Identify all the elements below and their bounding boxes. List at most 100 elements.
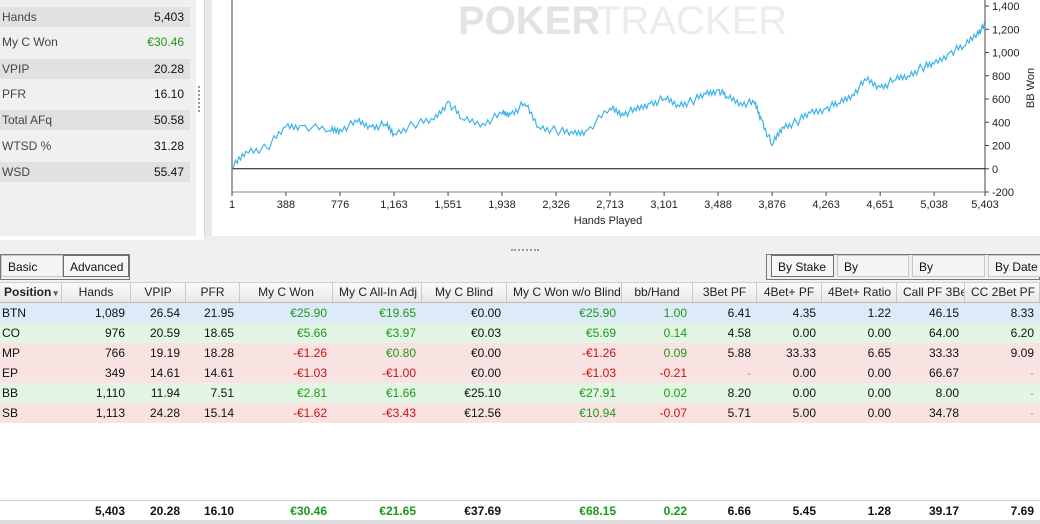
horizontal-scrollbar[interactable] bbox=[0, 520, 1040, 524]
table-cell: 1,110 bbox=[95, 386, 125, 400]
total-cell: €68.15 bbox=[579, 504, 616, 518]
tab-by-stake[interactable]: By Stake bbox=[771, 255, 834, 277]
x-tick-label: 4,263 bbox=[812, 199, 840, 211]
table-cell: 11.94 bbox=[150, 386, 180, 400]
vertical-splitter-grip[interactable] bbox=[198, 86, 204, 112]
total-cell: 1.28 bbox=[867, 504, 891, 518]
table-cell: -€3.43 bbox=[381, 406, 416, 420]
column-header-label: My C Won bbox=[258, 285, 314, 299]
x-tick-label: 3,101 bbox=[650, 199, 678, 211]
winnings-chart-svg: POKER TRACKER 1,400 1,200 1,000 800 600 400 20… bbox=[229, 0, 1037, 227]
stat-row: WTSD % 31.28 bbox=[0, 136, 190, 156]
winnings-line bbox=[231, 22, 986, 170]
table-cell: €0.80 bbox=[385, 346, 416, 360]
x-tick-label: 5,403 bbox=[971, 199, 999, 211]
table-row[interactable]: CO 976 20.59 18.65 €5.66 €3.97 €0.03 €5.69 0.14 4… bbox=[0, 323, 1040, 343]
tab-by-position[interactable]: By Position bbox=[837, 255, 909, 296]
y-tick-label: -200 bbox=[992, 187, 1014, 199]
column-header-label: Call PF 3Bet bbox=[903, 285, 965, 299]
table-cell: 0.14 bbox=[663, 326, 687, 340]
row-position-cell: EP bbox=[2, 366, 19, 380]
x-tick-label: 1 bbox=[229, 199, 235, 211]
panel-separator[interactable] bbox=[204, 0, 213, 236]
table-row[interactable]: SB 1,113 24.28 15.14 -€1.62 -€3.43 €12.56 €10.9… bbox=[0, 403, 1040, 423]
column-header-label: 4Bet+ Ratio bbox=[828, 285, 892, 299]
horizontal-splitter[interactable] bbox=[0, 240, 1040, 254]
stat-label: WTSD % bbox=[2, 139, 52, 153]
table-cell: €12.56 bbox=[464, 406, 501, 420]
table-cell: €10.94 bbox=[579, 406, 616, 420]
column-header-3bet-pf[interactable]: 3Bet PF bbox=[693, 283, 757, 302]
total-cell: €30.46 bbox=[290, 504, 327, 518]
graph-bottom-strip bbox=[204, 236, 1040, 240]
table-cell: 5.88 bbox=[727, 346, 751, 360]
y-tick-label: 1,200 bbox=[992, 24, 1020, 36]
column-header-4bet-ratio[interactable]: 4Bet+ Ratio bbox=[822, 283, 897, 302]
table-cell: -€1.03 bbox=[581, 366, 616, 380]
table-cell: 66.67 bbox=[928, 366, 959, 380]
row-position-cell: SB bbox=[2, 406, 19, 420]
table-row[interactable]: BB 1,110 11.94 7.51 €2.81 €1.66 €25.10 €27.91 0.… bbox=[0, 383, 1040, 403]
sort-desc-icon: ▾ bbox=[53, 288, 58, 298]
table-row[interactable]: EP 349 14.61 14.61 -€1.03 -€1.00 €0.00 -€1.03 -0… bbox=[0, 363, 1040, 383]
stat-row: Hands 5,403 bbox=[0, 7, 190, 27]
column-header-cc-2bet-pf[interactable]: CC 2Bet PF bbox=[965, 283, 1040, 302]
total-cell: 20.28 bbox=[149, 504, 180, 518]
stat-row: WSD 55.47 bbox=[0, 162, 190, 182]
column-header-label: 4Bet+ PF bbox=[763, 285, 815, 299]
table-cell: €19.65 bbox=[379, 306, 416, 320]
table-cell: 8.33 bbox=[1010, 306, 1034, 320]
table-cell: 1,089 bbox=[94, 306, 125, 320]
y-axis-label: BB Won bbox=[1025, 68, 1037, 108]
column-header-call-pf-3bet[interactable]: Call PF 3Bet bbox=[897, 283, 965, 302]
table-cell: 14.61 bbox=[203, 366, 234, 380]
stat-value: 20.28 bbox=[153, 62, 184, 76]
column-header-label: PFR bbox=[200, 285, 225, 299]
stat-value: 5,403 bbox=[153, 10, 184, 24]
column-header-label: CC 2Bet PF bbox=[971, 285, 1036, 299]
table-cell: 33.33 bbox=[785, 346, 816, 360]
column-header-pfr[interactable]: PFR bbox=[186, 283, 240, 302]
table-cell: - bbox=[1030, 386, 1034, 400]
tab-by-session[interactable]: By Session bbox=[912, 255, 985, 296]
table-cell: 0.09 bbox=[663, 346, 687, 360]
tab-basic[interactable]: Basic bbox=[1, 255, 63, 277]
x-tick-label: 388 bbox=[277, 199, 295, 211]
y-tick-label: 1,400 bbox=[992, 1, 1020, 13]
column-header-my-c-won-w-o-blind[interactable]: My C Won w/o Blind bbox=[507, 283, 622, 302]
table-cell: 7.51 bbox=[210, 386, 234, 400]
table-cell: €25.90 bbox=[579, 306, 616, 320]
column-header-position[interactable]: Position ▾ bbox=[0, 283, 62, 302]
total-cell: 6.66 bbox=[727, 504, 751, 518]
totals-row: 5,403 20.28 16.10 €30.46 €21.65 €37.69 €68.15 0… bbox=[0, 500, 1040, 521]
tab-by-date[interactable]: By Date bbox=[988, 255, 1040, 277]
total-cell: 7.69 bbox=[1010, 504, 1034, 518]
column-header-hands[interactable]: Hands bbox=[62, 283, 131, 302]
row-position-cell: BB bbox=[2, 386, 19, 400]
table-cell: 6.20 bbox=[1010, 326, 1034, 340]
x-tick-label: 1,551 bbox=[434, 199, 462, 211]
column-header-label: 3Bet PF bbox=[702, 285, 747, 299]
column-header-4bet-pf[interactable]: 4Bet+ PF bbox=[757, 283, 822, 302]
column-header-label: VPIP bbox=[144, 285, 172, 299]
table-row[interactable]: MP 766 19.19 18.28 -€1.26 €0.80 €0.00 -€1.26 0.0… bbox=[0, 343, 1040, 363]
column-header-bb-hand[interactable]: bb/Hand bbox=[622, 283, 693, 302]
splitter-grip[interactable] bbox=[511, 249, 539, 253]
column-header-my-c-won[interactable]: My C Won bbox=[240, 283, 333, 302]
table-cell: - bbox=[1030, 366, 1034, 380]
table-cell: -0.07 bbox=[659, 406, 687, 420]
column-header-my-c-all-in-adj[interactable]: My C All-In Adj bbox=[333, 283, 422, 302]
stat-label: WSD bbox=[2, 165, 30, 179]
table-cell: 6.65 bbox=[867, 346, 891, 360]
table-cell: 33.33 bbox=[928, 346, 959, 360]
total-cell: €37.69 bbox=[464, 504, 501, 518]
column-header-my-c-blind[interactable]: My C Blind bbox=[422, 283, 507, 302]
table-row[interactable]: BTN 1,089 26.54 21.95 €25.90 €19.65 €0.00 €25.9… bbox=[0, 303, 1040, 323]
table-cell: €5.69 bbox=[585, 326, 616, 340]
column-header-vpip[interactable]: VPIP bbox=[131, 283, 186, 302]
table-cell: 21.95 bbox=[203, 306, 234, 320]
tab-advanced[interactable]: Advanced bbox=[63, 255, 129, 277]
y-tick-label: 0 bbox=[992, 164, 998, 176]
total-cell: €21.65 bbox=[379, 504, 416, 518]
x-tick-label: 5,038 bbox=[920, 199, 948, 211]
